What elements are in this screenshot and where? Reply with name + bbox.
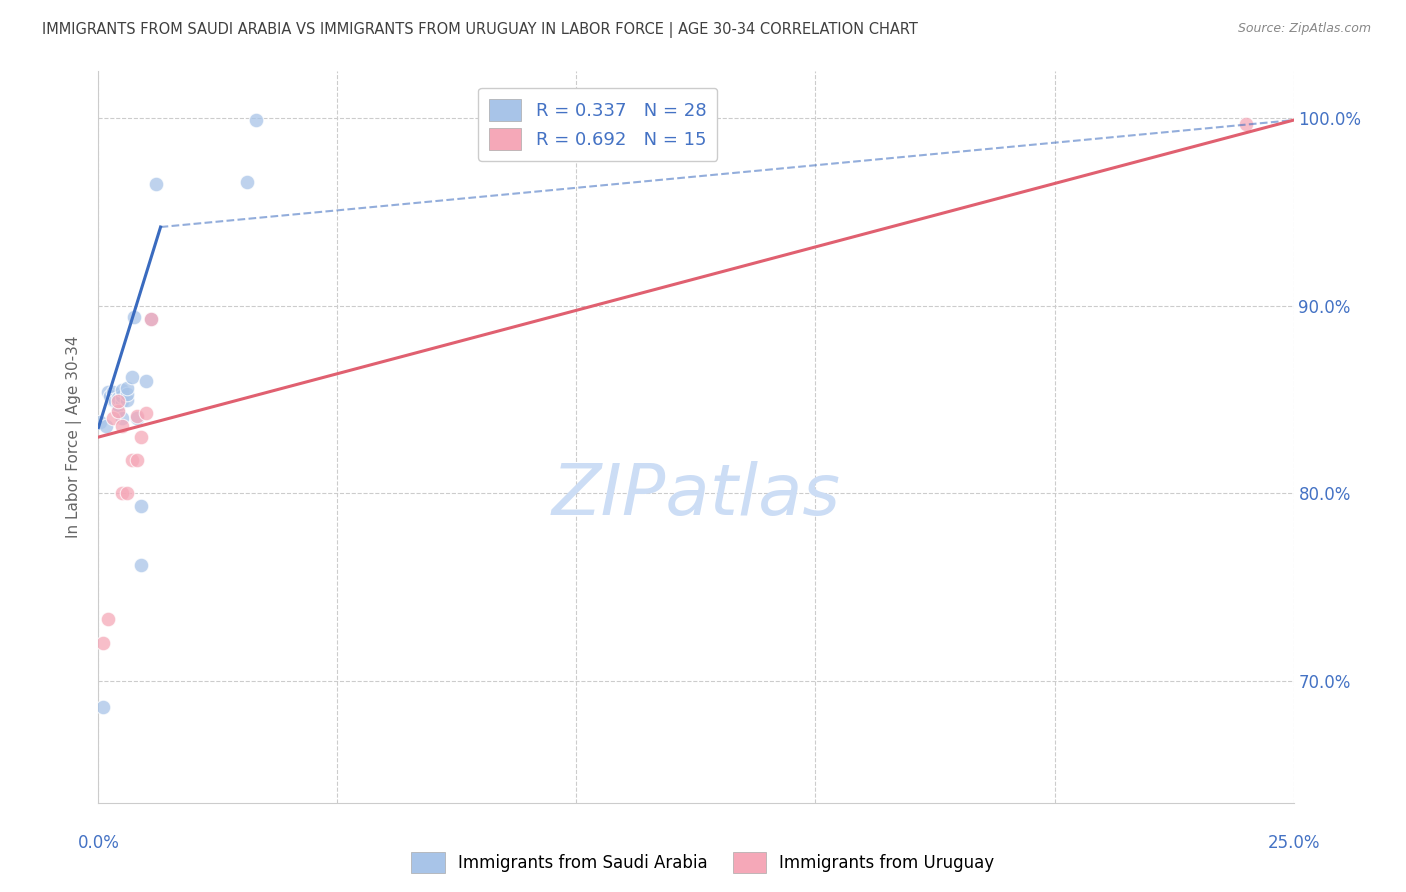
Text: Source: ZipAtlas.com: Source: ZipAtlas.com <box>1237 22 1371 36</box>
Point <box>98 389 122 403</box>
Legend: Immigrants from Saudi Arabia, Immigrants from Uruguay: Immigrants from Saudi Arabia, Immigrants… <box>405 846 1001 880</box>
Text: IMMIGRANTS FROM SAUDI ARABIA VS IMMIGRANTS FROM URUGUAY IN LABOR FORCE | AGE 30-: IMMIGRANTS FROM SAUDI ARABIA VS IMMIGRAN… <box>42 22 918 38</box>
Point <box>115 392 138 407</box>
Point <box>89 415 111 429</box>
Point <box>111 418 134 433</box>
Point <box>94 418 117 433</box>
Point <box>121 370 143 384</box>
Point <box>125 452 148 467</box>
Point <box>107 398 129 412</box>
Point <box>115 381 138 395</box>
Point <box>101 392 124 407</box>
Point <box>235 175 257 189</box>
Point <box>111 394 134 409</box>
Point <box>125 411 148 425</box>
Point <box>111 411 134 425</box>
Point <box>107 404 129 418</box>
Point <box>107 391 129 405</box>
Point <box>245 113 267 128</box>
Point <box>131 430 153 444</box>
Point <box>125 409 148 424</box>
Point <box>111 383 134 397</box>
Point <box>1234 117 1257 131</box>
Point <box>107 394 129 409</box>
Point <box>111 486 134 500</box>
Y-axis label: In Labor Force | Age 30-34: In Labor Force | Age 30-34 <box>66 335 83 539</box>
Point <box>115 387 138 401</box>
Point <box>124 310 146 324</box>
Point <box>97 385 120 400</box>
Point <box>111 389 134 403</box>
Point <box>131 558 153 572</box>
Point <box>97 612 120 626</box>
Point <box>101 411 124 425</box>
Point <box>91 700 114 714</box>
Point <box>135 374 157 388</box>
Point <box>121 452 143 467</box>
Point <box>131 500 153 514</box>
Text: 25.0%: 25.0% <box>1267 834 1320 852</box>
Point <box>139 312 162 326</box>
Text: 0.0%: 0.0% <box>77 834 120 852</box>
Point <box>91 636 114 650</box>
Point <box>104 394 127 409</box>
Point <box>107 404 129 418</box>
Text: ZIPatlas: ZIPatlas <box>551 461 841 530</box>
Point <box>135 406 157 420</box>
Point <box>115 486 138 500</box>
Point <box>101 385 124 400</box>
Point <box>139 312 162 326</box>
Legend: R = 0.337   N = 28, R = 0.692   N = 15: R = 0.337 N = 28, R = 0.692 N = 15 <box>478 87 717 161</box>
Point <box>145 177 167 191</box>
